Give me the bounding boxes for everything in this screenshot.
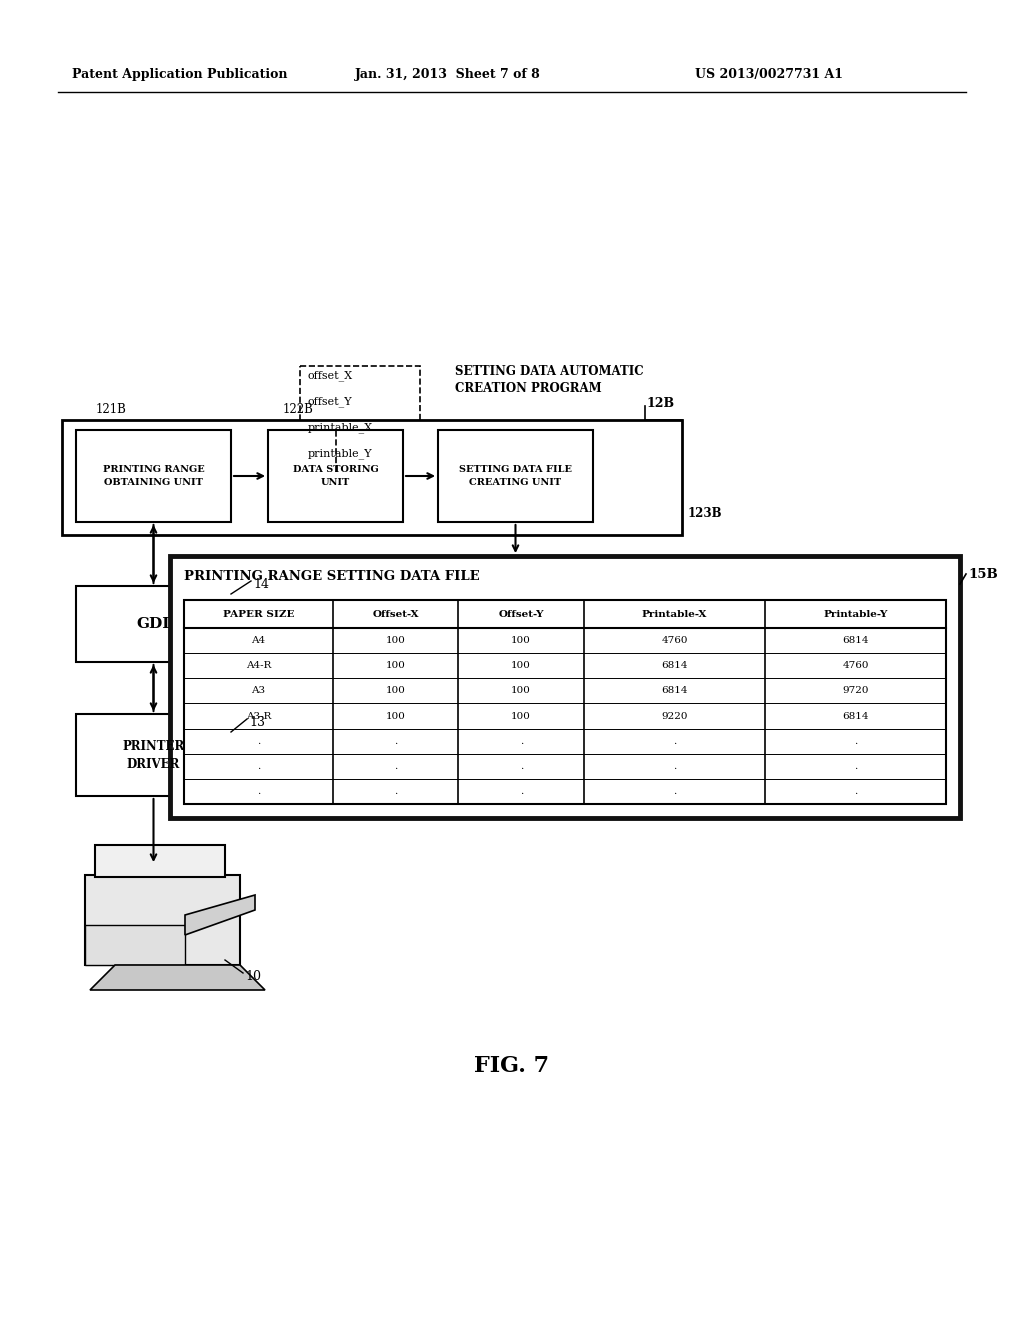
Text: .: . xyxy=(257,762,260,771)
Text: Offset-Y: Offset-Y xyxy=(499,610,544,619)
Text: 100: 100 xyxy=(511,661,531,671)
Text: A3: A3 xyxy=(251,686,265,696)
Text: Printable-X: Printable-X xyxy=(642,610,708,619)
Text: Jan. 31, 2013  Sheet 7 of 8: Jan. 31, 2013 Sheet 7 of 8 xyxy=(355,69,541,81)
Bar xyxy=(76,430,231,521)
Polygon shape xyxy=(185,895,255,935)
Text: 6814: 6814 xyxy=(843,711,868,721)
Text: 100: 100 xyxy=(511,686,531,696)
Text: Printable-Y: Printable-Y xyxy=(823,610,888,619)
Text: .: . xyxy=(854,787,857,796)
Bar xyxy=(438,430,593,521)
Bar xyxy=(268,430,403,521)
Bar xyxy=(85,875,240,965)
Text: 6814: 6814 xyxy=(843,636,868,645)
Text: 9220: 9220 xyxy=(662,711,688,721)
Text: 10: 10 xyxy=(245,970,261,983)
Bar xyxy=(300,366,420,473)
Text: offset_X: offset_X xyxy=(308,370,353,380)
Text: 100: 100 xyxy=(511,711,531,721)
Text: 100: 100 xyxy=(385,661,406,671)
Text: .: . xyxy=(257,737,260,746)
Text: 121B: 121B xyxy=(96,403,127,416)
Bar xyxy=(170,556,961,818)
Text: 122B: 122B xyxy=(283,403,314,416)
Text: 13: 13 xyxy=(249,715,265,729)
Text: .: . xyxy=(394,737,397,746)
Bar xyxy=(85,925,185,965)
Text: DATA STORING
UNIT: DATA STORING UNIT xyxy=(293,465,379,487)
Text: A4: A4 xyxy=(251,636,265,645)
Text: .: . xyxy=(519,787,523,796)
Bar xyxy=(76,714,231,796)
Text: offset_Y: offset_Y xyxy=(308,396,352,407)
Text: PAPER SIZE: PAPER SIZE xyxy=(222,610,294,619)
Polygon shape xyxy=(90,965,265,990)
Text: FIG. 7: FIG. 7 xyxy=(474,1055,550,1077)
Text: 6814: 6814 xyxy=(662,661,688,671)
Text: Offset-X: Offset-X xyxy=(372,610,419,619)
Text: 100: 100 xyxy=(385,686,406,696)
Bar xyxy=(184,601,946,804)
Bar xyxy=(76,586,231,663)
Text: US 2013/0027731 A1: US 2013/0027731 A1 xyxy=(695,69,843,81)
Text: .: . xyxy=(673,787,676,796)
Text: .: . xyxy=(519,762,523,771)
Text: 123B: 123B xyxy=(688,507,723,520)
Bar xyxy=(95,845,225,876)
Text: Patent Application Publication: Patent Application Publication xyxy=(72,69,288,81)
Text: .: . xyxy=(673,737,676,746)
Text: .: . xyxy=(673,762,676,771)
Text: printable_X: printable_X xyxy=(308,422,373,433)
Text: .: . xyxy=(854,737,857,746)
Text: 100: 100 xyxy=(385,711,406,721)
Text: 12B: 12B xyxy=(647,397,675,411)
Text: 14: 14 xyxy=(253,578,269,591)
Text: 6814: 6814 xyxy=(662,686,688,696)
Text: .: . xyxy=(394,762,397,771)
Text: SETTING DATA FILE
CREATING UNIT: SETTING DATA FILE CREATING UNIT xyxy=(459,465,572,487)
Text: .: . xyxy=(854,762,857,771)
Text: GDI: GDI xyxy=(137,616,170,631)
Text: 100: 100 xyxy=(511,636,531,645)
Text: 9720: 9720 xyxy=(843,686,868,696)
Text: printable_Y: printable_Y xyxy=(308,447,373,459)
Text: 4760: 4760 xyxy=(662,636,688,645)
Text: PRINTING RANGE
OBTAINING UNIT: PRINTING RANGE OBTAINING UNIT xyxy=(102,465,205,487)
Text: A4-R: A4-R xyxy=(246,661,271,671)
Text: .: . xyxy=(257,787,260,796)
Text: 4760: 4760 xyxy=(843,661,868,671)
Bar xyxy=(62,420,682,535)
Text: A3-R: A3-R xyxy=(246,711,271,721)
Text: 100: 100 xyxy=(385,636,406,645)
Text: .: . xyxy=(519,737,523,746)
Text: PRINTING RANGE SETTING DATA FILE: PRINTING RANGE SETTING DATA FILE xyxy=(184,570,479,583)
Text: PRINTER
DRIVER: PRINTER DRIVER xyxy=(123,739,184,771)
Text: .: . xyxy=(394,787,397,796)
Text: 15B: 15B xyxy=(968,568,997,581)
Text: SETTING DATA AUTOMATIC
CREATION PROGRAM: SETTING DATA AUTOMATIC CREATION PROGRAM xyxy=(455,366,644,395)
